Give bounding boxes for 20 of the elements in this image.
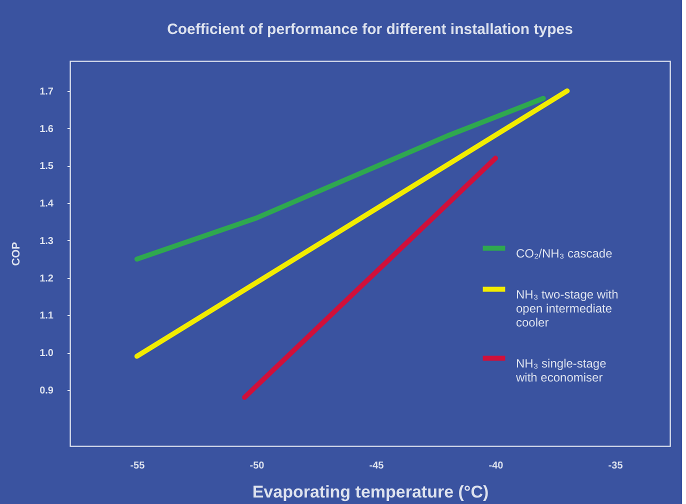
x-tick-label: -55 [130,460,146,472]
y-tick-label: 0.9 [40,385,54,396]
y-tick-label: 1.4 [40,198,54,210]
legend-label: CO₂/NH₃ cascade [516,246,613,260]
x-tick-label: -40 [488,460,504,472]
x-axis-title: Evaporating temperature (°C) [252,482,489,502]
legend-label: NH₃ single-stage with economiser [515,356,607,384]
y-tick-label: 1.0 [40,348,54,360]
y-tick-label: 1.7 [40,86,54,98]
y-tick-label: 1.3 [40,236,54,247]
y-tick-label: 1.2 [40,273,54,284]
y-tick-label: 1.1 [40,310,54,322]
y-tick-label: 1.6 [40,124,54,135]
legend-label: NH₃ two-stage with open intermediate cooler [516,287,618,330]
y-tick-label: 1.5 [40,161,54,172]
chart-title: Coefficient of performance for different installation types [167,21,573,38]
x-tick-label: -45 [369,460,384,472]
x-tick-label: -50 [250,460,265,472]
y-axis-title: COP [10,242,23,266]
x-tick-label: -35 [608,460,624,472]
